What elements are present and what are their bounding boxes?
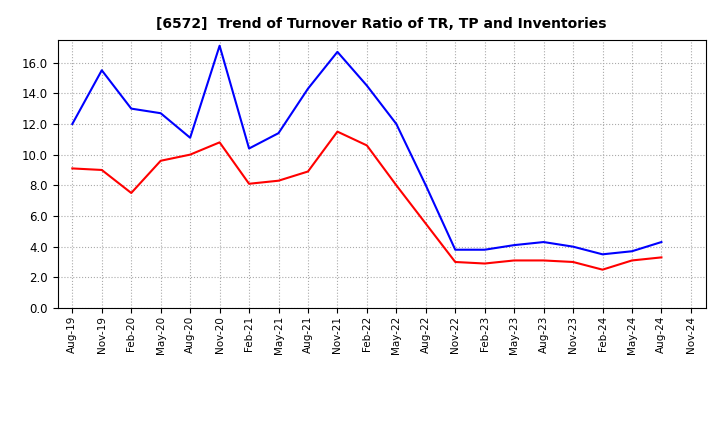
Trade Receivables	[598, 267, 607, 272]
Trade Payables	[510, 242, 518, 248]
Trade Payables	[186, 135, 194, 140]
Trade Receivables	[68, 166, 76, 171]
Trade Receivables	[480, 261, 489, 266]
Trade Payables	[333, 49, 342, 55]
Trade Payables	[598, 252, 607, 257]
Trade Payables	[421, 183, 430, 188]
Trade Payables	[363, 83, 372, 88]
Trade Payables	[274, 131, 283, 136]
Trade Payables	[392, 121, 400, 127]
Trade Receivables	[127, 191, 135, 196]
Trade Payables	[97, 68, 106, 73]
Trade Receivables	[304, 169, 312, 174]
Trade Receivables	[274, 178, 283, 183]
Trade Receivables	[363, 143, 372, 148]
Trade Receivables	[245, 181, 253, 187]
Trade Payables	[569, 244, 577, 249]
Trade Receivables	[421, 221, 430, 226]
Trade Payables	[215, 43, 224, 48]
Trade Receivables	[156, 158, 165, 163]
Trade Receivables	[186, 152, 194, 157]
Trade Payables	[156, 110, 165, 116]
Trade Receivables	[569, 259, 577, 264]
Legend: Trade Receivables, Trade Payables, Inventories: Trade Receivables, Trade Payables, Inven…	[151, 435, 612, 440]
Line: Trade Payables: Trade Payables	[72, 46, 662, 254]
Trade Receivables	[392, 183, 400, 188]
Trade Receivables	[539, 258, 548, 263]
Trade Payables	[304, 86, 312, 92]
Trade Payables	[480, 247, 489, 253]
Trade Payables	[628, 249, 636, 254]
Title: [6572]  Trend of Turnover Ratio of TR, TP and Inventories: [6572] Trend of Turnover Ratio of TR, TP…	[156, 18, 607, 32]
Trade Payables	[451, 247, 459, 253]
Trade Payables	[68, 121, 76, 127]
Trade Receivables	[333, 129, 342, 134]
Trade Receivables	[657, 255, 666, 260]
Trade Payables	[127, 106, 135, 111]
Trade Payables	[657, 239, 666, 245]
Trade Receivables	[628, 258, 636, 263]
Trade Receivables	[451, 259, 459, 264]
Trade Receivables	[510, 258, 518, 263]
Trade Receivables	[97, 167, 106, 172]
Line: Trade Receivables: Trade Receivables	[72, 132, 662, 270]
Trade Payables	[245, 146, 253, 151]
Trade Payables	[539, 239, 548, 245]
Trade Receivables	[215, 140, 224, 145]
